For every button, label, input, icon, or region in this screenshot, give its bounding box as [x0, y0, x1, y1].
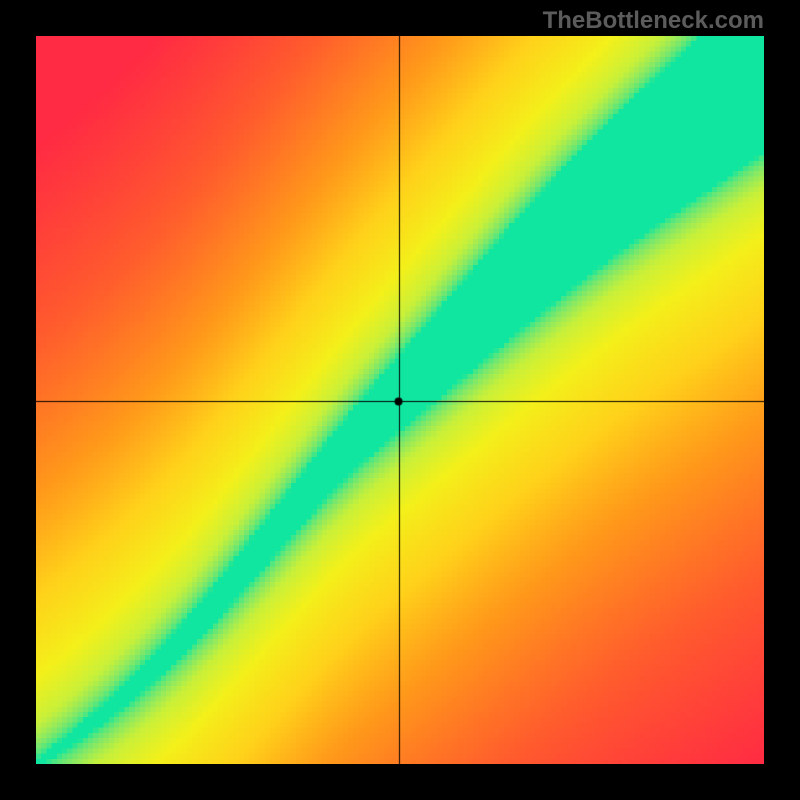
- heatmap-plot: [36, 36, 764, 764]
- overlay-canvas: [36, 36, 764, 764]
- chart-frame: { "canvas": { "width": 800, "height": 80…: [0, 0, 800, 800]
- watermark-label: TheBottleneck.com: [543, 7, 764, 35]
